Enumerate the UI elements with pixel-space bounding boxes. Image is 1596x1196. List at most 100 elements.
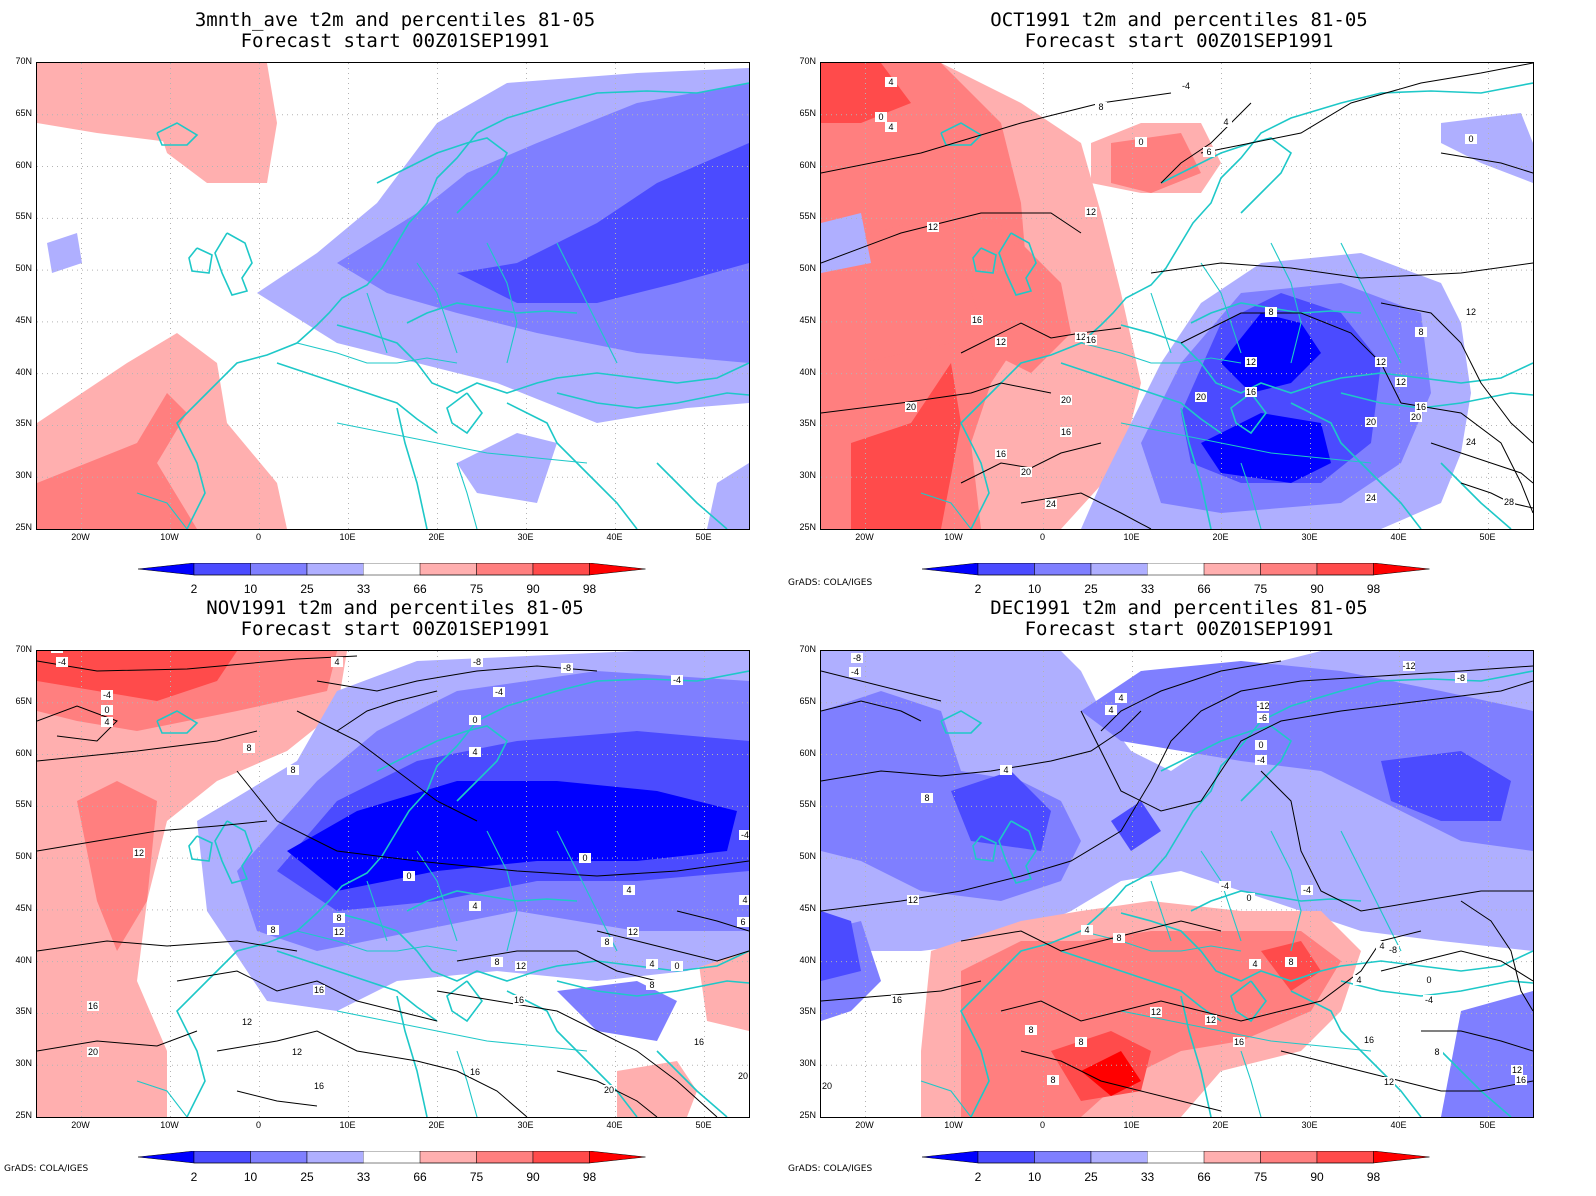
latitude-label: 30N [799, 1058, 816, 1069]
svg-text:20: 20 [1411, 412, 1421, 422]
svg-text:12: 12 [1384, 1077, 1394, 1087]
latitude-label: 45N [799, 902, 816, 913]
latitude-label: 35N [15, 1006, 32, 1017]
svg-text:8: 8 [1078, 1037, 1083, 1047]
latitude-label: 50N [15, 263, 32, 274]
svg-text:16: 16 [1086, 335, 1096, 345]
temperature-contours [821, 660, 1533, 1112]
svg-text:24: 24 [1466, 437, 1476, 447]
panel-title: NOV1991 t2m and percentiles 81-05 [206, 597, 584, 619]
colorbar-label: 25 [1084, 1170, 1098, 1184]
svg-text:4: 4 [888, 122, 893, 132]
longitude-label: 50E [1479, 1120, 1496, 1130]
latitude-label: 60N [799, 159, 816, 170]
latitude-label: 45N [799, 314, 816, 325]
longitude-label: 40E [606, 532, 623, 542]
colorbar-label: 98 [1366, 1170, 1381, 1184]
svg-text:12: 12 [996, 337, 1006, 347]
map-area [36, 62, 750, 530]
latitude-label: 40N [799, 366, 816, 377]
longitude-label: 10W [160, 532, 179, 542]
latitude-label: 50N [799, 851, 816, 862]
latitude-label: 35N [15, 418, 32, 429]
latitude-label: 55N [799, 799, 816, 810]
svg-text:-8: -8 [53, 651, 61, 653]
longitude-label: 20E [1212, 1120, 1229, 1130]
svg-text:8: 8 [1418, 327, 1423, 337]
latitude-label: 65N [799, 695, 816, 706]
grads-credit: GrADS: COLA/IGES [788, 578, 873, 588]
latitude-label: 35N [799, 418, 816, 429]
latitude-label: 50N [799, 263, 816, 274]
latitude-label: 30N [15, 470, 32, 481]
svg-text:12: 12 [1396, 377, 1406, 387]
panel-oct1991: OCT1991 t2m and percentiles 81-05 Foreca… [784, 0, 1574, 596]
colorbar-label: 98 [1366, 582, 1381, 596]
svg-text:-4: -4 [495, 687, 503, 697]
svg-text:20: 20 [604, 1085, 614, 1095]
svg-text:8: 8 [290, 765, 295, 775]
svg-text:16: 16 [314, 985, 324, 995]
svg-text:12: 12 [908, 895, 918, 905]
svg-text:4: 4 [1118, 693, 1123, 703]
percentile-colorbar [922, 1151, 1430, 1164]
longitude-label: 30E [517, 532, 534, 542]
svg-text:20: 20 [1021, 467, 1031, 477]
svg-text:8: 8 [1268, 307, 1273, 317]
svg-text:-4: -4 [103, 690, 111, 700]
panel-subtitle: Forecast start 00Z01SEP1991 [1024, 618, 1334, 640]
longitude-label: 30E [517, 1120, 534, 1130]
svg-text:12: 12 [1206, 1015, 1216, 1025]
colorbar-label: 75 [1253, 582, 1268, 596]
svg-text:0: 0 [674, 961, 679, 971]
colorbar-label: 25 [300, 582, 314, 596]
colorbar-label: 33 [356, 1170, 371, 1184]
svg-text:8: 8 [336, 913, 341, 923]
colorbar-label: 66 [1197, 1170, 1211, 1184]
longitude-label: 0 [255, 532, 261, 542]
panel-subtitle: Forecast start 00Z01SEP1991 [1024, 30, 1334, 52]
colorbar-label: 90 [1310, 582, 1324, 596]
map-area: 4 0 4 0 -4 4 8 6 12 12 16 12 12 16 8 12 16 12 8 12 16 20 20 20 1… [820, 62, 1534, 530]
svg-text:4: 4 [472, 901, 477, 911]
svg-text:8: 8 [1288, 957, 1293, 967]
svg-text:20: 20 [906, 402, 916, 412]
svg-text:4: 4 [1356, 975, 1361, 985]
colorbar-label: 75 [469, 1170, 484, 1184]
svg-text:20: 20 [822, 1081, 832, 1091]
svg-text:12: 12 [292, 1047, 302, 1057]
colorbar-label: 75 [1253, 1170, 1268, 1184]
svg-text:4: 4 [334, 657, 339, 667]
panel-title: 3mnth_ave t2m and percentiles 81-05 [194, 9, 596, 31]
latitude-label: 70N [15, 56, 32, 66]
svg-text:20: 20 [738, 1071, 748, 1081]
svg-text:-4: -4 [1182, 81, 1190, 91]
percentile-colorbar [138, 563, 646, 576]
svg-text:16: 16 [694, 1037, 704, 1047]
longitude-label: 50E [1479, 532, 1496, 542]
svg-text:6: 6 [740, 917, 745, 927]
svg-text:12: 12 [134, 848, 144, 858]
svg-text:24: 24 [1046, 499, 1056, 509]
svg-text:8: 8 [1028, 1025, 1033, 1035]
grads-credit: GrADS: COLA/IGES [4, 1164, 89, 1174]
svg-text:-8: -8 [1457, 673, 1465, 683]
svg-text:12: 12 [242, 1017, 252, 1027]
svg-text:16: 16 [1246, 387, 1256, 397]
svg-text:28: 28 [1504, 497, 1514, 507]
colorbar-label: 90 [526, 582, 540, 596]
percentile-colorbar [138, 1151, 646, 1164]
svg-text:8: 8 [494, 957, 499, 967]
svg-text:4: 4 [1003, 765, 1008, 775]
svg-text:-8: -8 [563, 663, 571, 673]
panel-subtitle: Forecast start 00Z01SEP1991 [240, 618, 550, 640]
colorbar-label: 25 [300, 1170, 314, 1184]
svg-text:16: 16 [1234, 1037, 1244, 1047]
latitude-label: 40N [15, 366, 32, 377]
svg-text:-8: -8 [853, 653, 861, 663]
colorbar-label: 90 [526, 1170, 540, 1184]
svg-text:-12: -12 [1402, 661, 1415, 671]
svg-text:16: 16 [314, 1081, 324, 1091]
